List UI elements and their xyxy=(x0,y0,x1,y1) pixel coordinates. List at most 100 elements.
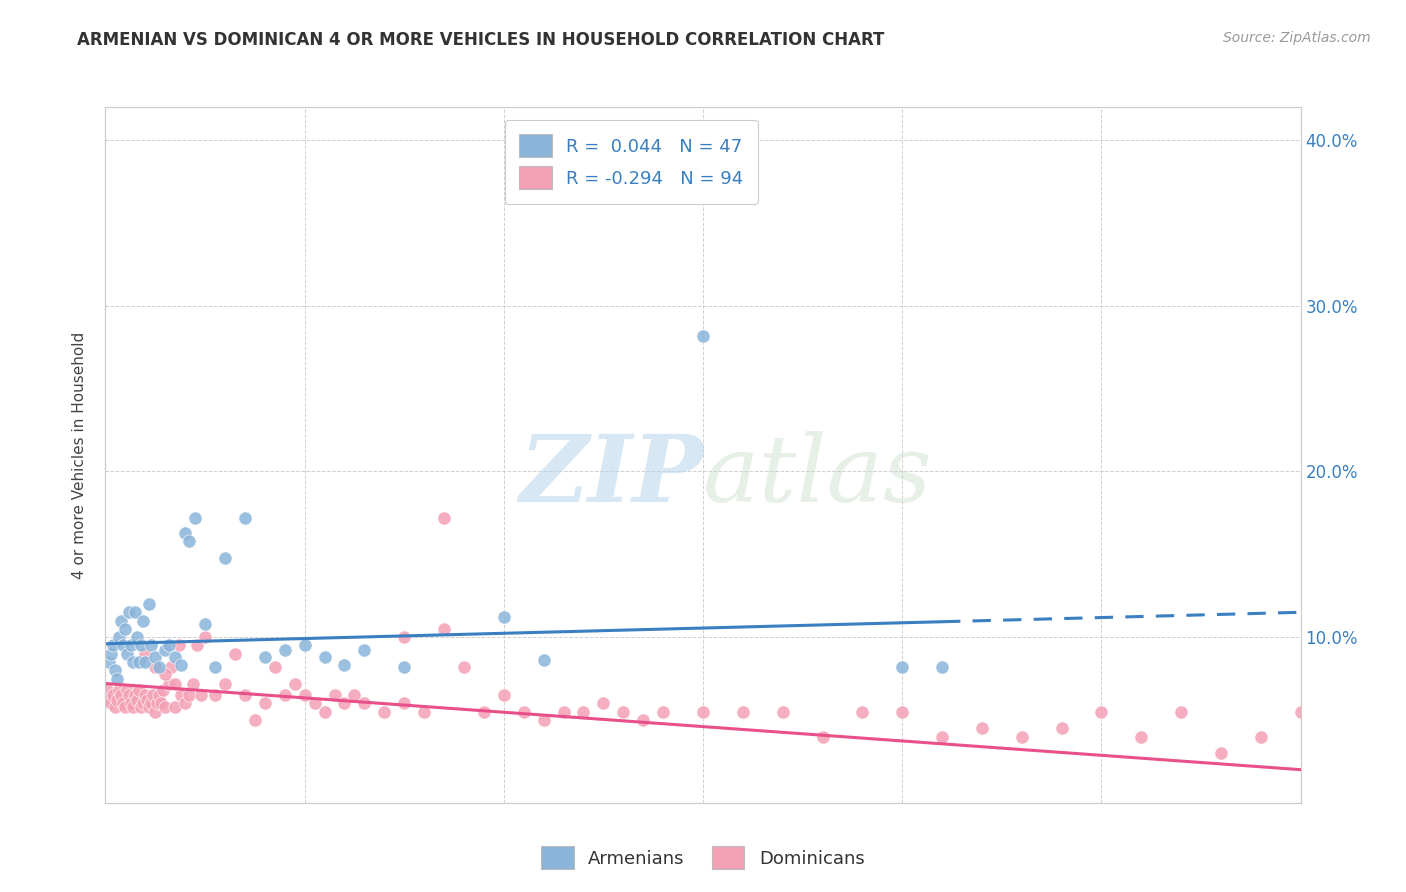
Point xyxy=(122,655,145,669)
Point xyxy=(731,705,754,719)
Point xyxy=(129,699,153,714)
Point xyxy=(104,699,127,714)
Point xyxy=(136,693,159,707)
Point xyxy=(165,676,187,690)
Point xyxy=(103,688,125,702)
Point xyxy=(108,630,131,644)
Point xyxy=(692,328,714,343)
Point xyxy=(353,643,375,657)
Point xyxy=(148,660,170,674)
Point xyxy=(194,616,217,631)
Point xyxy=(353,697,375,711)
Point xyxy=(98,655,121,669)
Point xyxy=(592,697,614,711)
Point xyxy=(304,697,326,711)
Point xyxy=(146,697,169,711)
Point xyxy=(492,610,515,624)
Point xyxy=(124,688,146,702)
Point xyxy=(373,705,395,719)
Text: ZIP: ZIP xyxy=(519,431,703,521)
Point xyxy=(284,676,307,690)
Point xyxy=(134,688,156,702)
Point xyxy=(214,550,236,565)
Point xyxy=(970,721,993,735)
Point xyxy=(98,693,121,707)
Text: atlas: atlas xyxy=(703,431,932,521)
Point xyxy=(1250,730,1272,744)
Point xyxy=(194,630,217,644)
Point xyxy=(104,663,127,677)
Point xyxy=(167,639,190,653)
Point xyxy=(112,639,135,653)
Point xyxy=(138,699,160,714)
Point xyxy=(160,660,183,674)
Legend: Armenians, Dominicans: Armenians, Dominicans xyxy=(533,838,873,879)
Point xyxy=(117,683,139,698)
Point xyxy=(184,511,207,525)
Point xyxy=(273,688,295,702)
Point xyxy=(107,693,129,707)
Point xyxy=(190,688,212,702)
Point xyxy=(122,699,145,714)
Point xyxy=(333,658,356,673)
Point xyxy=(127,630,149,644)
Point xyxy=(128,683,150,698)
Point xyxy=(931,660,953,674)
Point xyxy=(153,699,177,714)
Point xyxy=(148,688,170,702)
Point xyxy=(157,676,180,690)
Point xyxy=(124,605,146,619)
Point xyxy=(143,650,166,665)
Point xyxy=(134,647,156,661)
Point xyxy=(127,693,149,707)
Point xyxy=(204,660,226,674)
Point xyxy=(153,666,177,681)
Point xyxy=(150,697,173,711)
Point xyxy=(572,705,595,719)
Point xyxy=(533,713,555,727)
Point xyxy=(214,676,236,690)
Point xyxy=(233,688,256,702)
Point xyxy=(392,630,416,644)
Point xyxy=(263,660,285,674)
Point xyxy=(181,676,204,690)
Point xyxy=(132,614,155,628)
Point xyxy=(114,622,136,636)
Point xyxy=(118,605,141,619)
Point xyxy=(1090,705,1112,719)
Point xyxy=(129,639,153,653)
Point xyxy=(333,697,356,711)
Point xyxy=(253,697,276,711)
Point xyxy=(592,191,614,205)
Point xyxy=(652,705,675,719)
Point xyxy=(186,639,208,653)
Point xyxy=(294,639,316,653)
Point xyxy=(811,730,834,744)
Point xyxy=(343,688,366,702)
Point xyxy=(142,688,165,702)
Point xyxy=(204,688,226,702)
Point xyxy=(177,534,201,549)
Point xyxy=(103,639,125,653)
Point xyxy=(692,705,714,719)
Point xyxy=(120,639,142,653)
Point xyxy=(132,697,155,711)
Point xyxy=(1209,746,1232,760)
Point xyxy=(294,688,316,702)
Point xyxy=(314,650,336,665)
Point xyxy=(153,643,177,657)
Point xyxy=(851,705,873,719)
Point xyxy=(170,658,193,673)
Point xyxy=(1011,730,1033,744)
Point xyxy=(110,688,132,702)
Point xyxy=(165,699,187,714)
Point xyxy=(1130,730,1153,744)
Y-axis label: 4 or more Vehicles in Household: 4 or more Vehicles in Household xyxy=(72,331,87,579)
Point xyxy=(107,672,129,686)
Point xyxy=(110,614,132,628)
Point xyxy=(413,705,436,719)
Point xyxy=(174,697,197,711)
Point xyxy=(492,688,515,702)
Point xyxy=(143,660,166,674)
Point xyxy=(96,683,118,698)
